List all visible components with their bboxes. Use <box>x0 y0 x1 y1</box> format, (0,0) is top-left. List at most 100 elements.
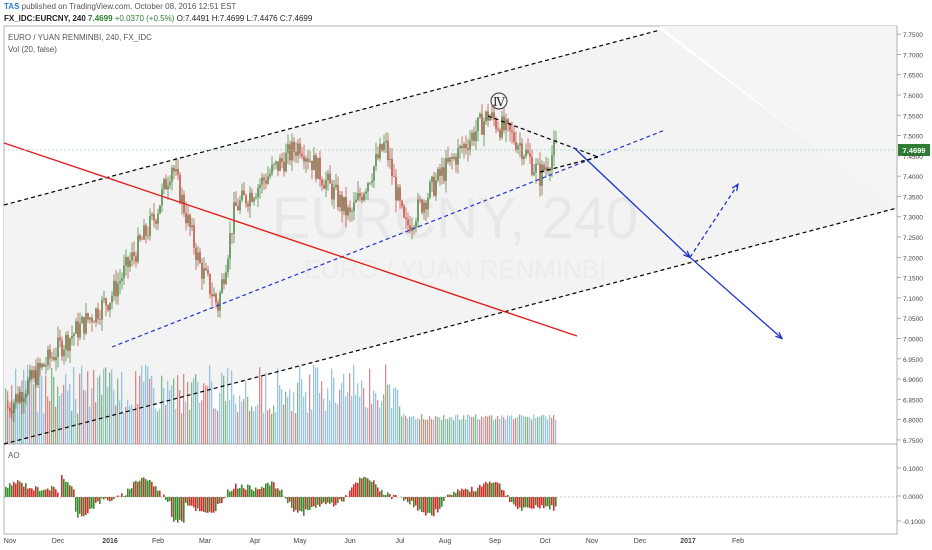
ao-bar <box>247 484 249 497</box>
candle-body <box>435 180 437 196</box>
support-trendline[interactable] <box>111 129 666 348</box>
ao-bar <box>65 481 67 497</box>
volume-bar <box>343 373 345 444</box>
volume-bar <box>421 414 423 444</box>
ao-bar <box>105 497 107 499</box>
candle-body <box>347 207 349 216</box>
triangle-upper-line[interactable] <box>487 115 599 158</box>
ao-bar <box>453 491 455 497</box>
ao-bar <box>423 497 425 513</box>
candle-body <box>17 394 19 403</box>
ao-bar <box>273 482 275 497</box>
ao-bar <box>185 497 187 503</box>
volume-bar <box>537 417 539 444</box>
candle-body <box>149 215 151 236</box>
ao-bar <box>81 497 83 517</box>
candle-body <box>295 151 297 156</box>
volume-bar <box>371 403 373 444</box>
ao-bar <box>367 478 369 497</box>
ao-bar <box>9 483 11 497</box>
candle-body <box>485 111 487 122</box>
volume-bar <box>49 400 51 444</box>
time-tick-label: Apr <box>250 538 262 545</box>
ao-bar <box>41 490 43 497</box>
ao-bar <box>413 497 415 508</box>
volume-bar <box>103 368 105 444</box>
candle-body <box>123 265 125 279</box>
ao-bar <box>357 482 359 497</box>
candle-body <box>513 132 515 143</box>
volume-bar <box>47 396 49 444</box>
candle-body <box>425 202 427 210</box>
ao-bar <box>287 497 289 504</box>
author-name[interactable]: TAS <box>4 2 20 11</box>
resistance-trendline[interactable] <box>3 142 578 337</box>
time-tick-label: Dec <box>634 538 647 545</box>
ao-bar <box>205 497 207 513</box>
ao-bar <box>229 491 231 497</box>
candle-body <box>117 283 119 297</box>
volume-bar <box>181 413 183 444</box>
ao-bar <box>369 480 371 497</box>
candle-body <box>163 179 165 190</box>
candle-body <box>181 194 183 204</box>
ao-bar <box>457 489 459 497</box>
ao-bar <box>419 497 421 510</box>
candle-body <box>317 157 319 179</box>
candle-body <box>95 308 97 323</box>
volume-bar <box>19 388 21 444</box>
volume-bar <box>253 411 255 444</box>
candle-body <box>215 294 217 303</box>
ao-bar <box>233 488 235 497</box>
candle-body <box>185 212 187 224</box>
projection-arrow-down <box>573 147 691 258</box>
volume-bar <box>79 373 81 444</box>
volume-bar <box>547 419 549 444</box>
ao-bar <box>335 497 337 505</box>
volume-bar <box>121 371 123 444</box>
volume-bar <box>89 406 91 444</box>
chart-title: EURO / YUAN RENMINBI, 240, FX_IDC <box>8 33 152 42</box>
channel-upper-line[interactable] <box>3 29 661 206</box>
volume-bar <box>539 416 541 444</box>
ao-bar <box>13 481 15 497</box>
volume-bar <box>111 369 113 444</box>
volume-bar <box>287 396 289 444</box>
triangle-lower-line[interactable] <box>539 156 599 173</box>
ao-bar <box>239 488 241 497</box>
volume-bar <box>107 387 109 444</box>
volume-bar <box>21 396 23 444</box>
candle-body <box>399 187 401 201</box>
projection-arrow-final-head <box>775 331 784 340</box>
volume-bar <box>93 369 95 444</box>
ao-bar <box>411 497 413 501</box>
candle-body <box>473 132 475 142</box>
candle-body <box>447 158 449 162</box>
candle-body <box>173 167 175 172</box>
ao-bar <box>285 497 287 499</box>
candle-body <box>525 149 527 157</box>
volume-bar <box>553 414 555 444</box>
candle-body <box>63 349 65 357</box>
ao-bar <box>83 497 85 517</box>
candle-body <box>515 142 517 150</box>
ao-bar <box>57 492 59 497</box>
ao-bar <box>343 497 345 502</box>
symbol-name[interactable]: FX_IDC:EURCNY, 240 <box>4 14 86 23</box>
volume-bar <box>541 415 543 444</box>
ao-bar <box>487 483 489 497</box>
ao-bar <box>303 497 305 516</box>
candle-body <box>157 213 159 224</box>
ao-histogram <box>4 475 897 523</box>
ao-bar <box>221 497 223 504</box>
volume-bar <box>383 394 385 444</box>
volume-bar <box>309 374 311 444</box>
candle-body <box>389 158 391 161</box>
candle-body <box>417 199 419 222</box>
volume-bar <box>289 389 291 444</box>
ao-bar <box>69 485 71 497</box>
volume-bar <box>125 406 127 444</box>
volume-bar <box>389 384 391 444</box>
ao-bar <box>133 481 135 497</box>
